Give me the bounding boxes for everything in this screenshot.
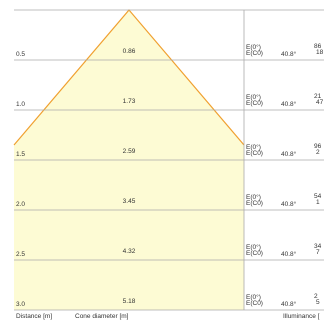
diameter: 5.18 — [123, 298, 136, 305]
label-b: E(C0) — [246, 200, 263, 207]
diameter: 2.59 — [123, 148, 136, 155]
angle: 40.8° — [281, 150, 297, 158]
angle: 40.8° — [281, 100, 297, 108]
value-b: 5 — [316, 299, 320, 306]
label-b: E(C0) — [246, 100, 263, 107]
angle: 40.8° — [281, 300, 297, 308]
value-a: 54 — [314, 193, 322, 200]
value-a: 2 — [314, 293, 318, 300]
value-b: 7 — [316, 249, 320, 256]
label-b: E(C0) — [246, 300, 263, 307]
angle: 40.8° — [281, 200, 297, 208]
angle: 40.8° — [281, 50, 297, 58]
diameter: 1.73 — [123, 98, 136, 105]
label-a: E(0°) — [246, 143, 261, 151]
value-b: 18 — [316, 49, 324, 56]
value-a: 96 — [314, 143, 322, 150]
footer-illuminance: Illuminance [ — [283, 313, 320, 320]
footer-diameter: Cone diameter [m] — [75, 313, 129, 320]
label-a: E(0°) — [246, 43, 261, 51]
label-b: E(C0) — [246, 50, 263, 57]
label-a: E(0°) — [246, 293, 261, 301]
distance: 1.5 — [16, 151, 25, 158]
diameter: 4.32 — [123, 248, 136, 255]
angle: 40.8° — [281, 250, 297, 258]
value-a: 86 — [314, 43, 322, 50]
label-b: E(C0) — [246, 250, 263, 257]
footer-distance: Distance [m] — [16, 313, 52, 320]
distance: 3.0 — [16, 301, 25, 308]
label-b: E(C0) — [246, 150, 263, 157]
distance: 1.0 — [16, 101, 25, 108]
label-a: E(0°) — [246, 193, 261, 201]
distance: 2.0 — [16, 201, 25, 208]
diameter: 0.86 — [123, 48, 136, 55]
distance: 0.5 — [16, 51, 25, 58]
diameter: 3.45 — [123, 198, 136, 205]
label-a: E(0°) — [246, 93, 261, 101]
distance: 2.5 — [16, 251, 25, 258]
value-b: 1 — [316, 199, 320, 206]
value-b: 2 — [316, 149, 320, 156]
label-a: E(0°) — [246, 243, 261, 251]
value-a: 21 — [314, 93, 322, 100]
value-a: 34 — [314, 243, 322, 250]
value-b: 47 — [316, 99, 324, 106]
